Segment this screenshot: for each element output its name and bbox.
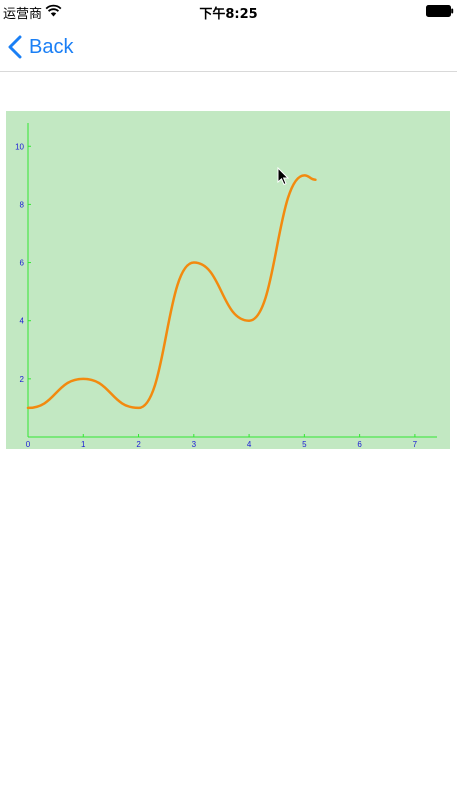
y-tick-label: 4 xyxy=(20,317,25,326)
x-tick-label: 3 xyxy=(192,440,197,449)
x-tick-label: 5 xyxy=(302,440,307,449)
x-tick-label: 7 xyxy=(413,440,418,449)
carrier-label: 运营商 xyxy=(3,7,43,22)
y-tick-label: 6 xyxy=(20,259,25,268)
x-tick-label: 6 xyxy=(357,440,362,449)
chart-background xyxy=(6,111,450,449)
back-label: Back xyxy=(29,35,74,58)
status-bar: 运营商 下午8:25 xyxy=(0,0,457,22)
battery-icon xyxy=(426,5,454,17)
series-line xyxy=(26,174,317,410)
x-tick-label: 2 xyxy=(136,440,141,449)
line-chart: 0 1 2 3 4 5 6 7 2 4 6 8 10 xyxy=(6,111,450,449)
back-button[interactable]: Back xyxy=(7,33,73,61)
chevron-left-icon xyxy=(8,35,22,59)
wifi-icon xyxy=(45,4,62,17)
y-tick-label: 8 xyxy=(20,200,25,209)
y-tick-label: 10 xyxy=(15,142,24,151)
chart-canvas: 0 1 2 3 4 5 6 7 2 4 6 8 10 xyxy=(6,111,450,449)
x-tick-label: 1 xyxy=(81,440,86,449)
status-time: 下午8:25 xyxy=(199,7,258,22)
x-tick-label: 4 xyxy=(247,440,252,449)
x-tick-label: 0 xyxy=(26,440,31,449)
y-tick-label: 2 xyxy=(20,375,25,384)
navigation-bar: Back xyxy=(0,22,457,72)
mouse-cursor-icon xyxy=(277,167,289,186)
